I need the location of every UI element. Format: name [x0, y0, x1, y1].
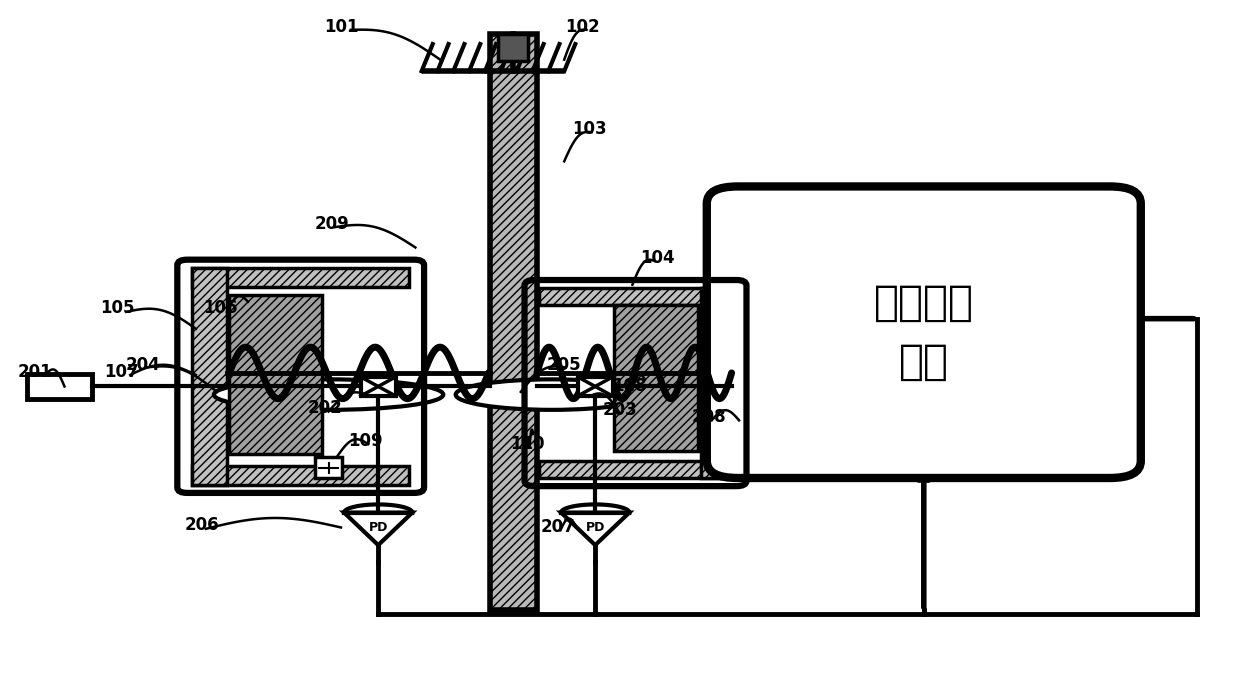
Text: 103: 103	[572, 120, 606, 138]
Text: 108: 108	[613, 378, 647, 395]
FancyBboxPatch shape	[707, 186, 1141, 478]
Text: 201: 201	[17, 363, 52, 380]
Bar	[192, 268, 409, 287]
Text: 110: 110	[510, 435, 544, 453]
Bar	[539, 461, 732, 478]
Polygon shape	[343, 513, 412, 545]
Text: 104: 104	[640, 249, 675, 266]
Bar	[27, 374, 92, 399]
Text: 107: 107	[104, 363, 139, 380]
Text: PD: PD	[585, 521, 605, 534]
Bar	[361, 377, 396, 396]
Ellipse shape	[215, 380, 444, 410]
Bar	[229, 295, 322, 454]
Text: 206: 206	[185, 517, 219, 534]
Text: 202: 202	[308, 399, 342, 417]
Bar	[539, 288, 732, 305]
Bar	[614, 305, 698, 451]
Text: 102: 102	[565, 18, 600, 36]
Text: 数字反馈
电路: 数字反馈 电路	[874, 282, 973, 382]
Bar	[315, 458, 342, 478]
Text: 203: 203	[603, 401, 637, 419]
Text: 204: 204	[125, 356, 160, 374]
Text: 106: 106	[203, 300, 238, 317]
Text: 208: 208	[692, 408, 727, 426]
Bar	[578, 377, 613, 396]
Bar	[192, 268, 227, 485]
Text: 205: 205	[547, 356, 582, 374]
Text: 209: 209	[315, 215, 350, 233]
Text: 105: 105	[100, 300, 135, 317]
Text: 207: 207	[541, 519, 575, 536]
Bar	[490, 34, 537, 610]
Text: 109: 109	[348, 432, 383, 450]
Bar	[498, 34, 528, 61]
Bar	[701, 288, 732, 478]
Bar	[192, 466, 409, 485]
Polygon shape	[560, 513, 629, 545]
Text: 101: 101	[324, 18, 358, 36]
Text: PD: PD	[368, 521, 388, 534]
Ellipse shape	[455, 380, 647, 410]
